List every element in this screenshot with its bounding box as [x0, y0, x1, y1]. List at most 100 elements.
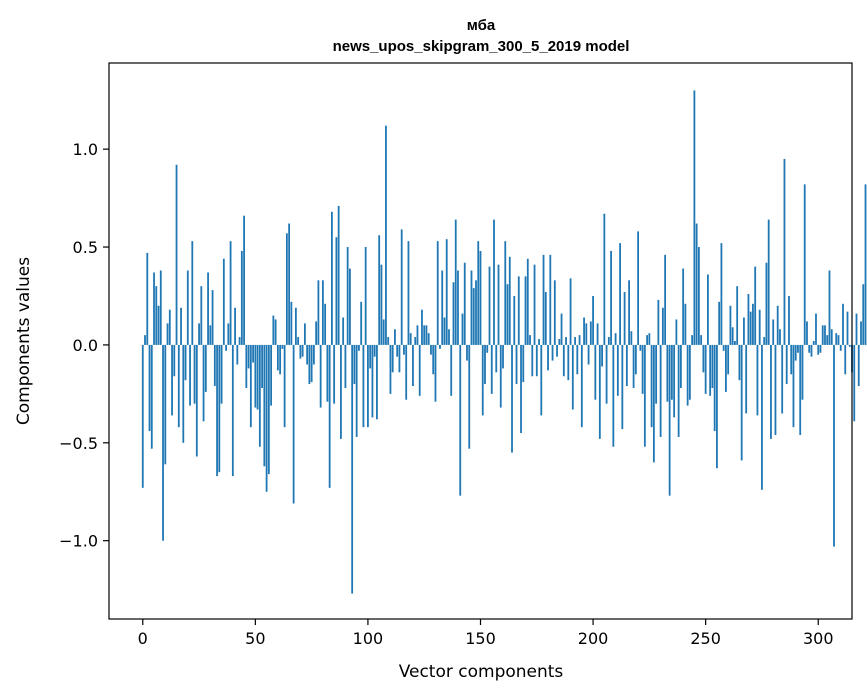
bar-189 [567, 344, 570, 381]
bar-104 [376, 344, 378, 420]
bar-314 [848, 344, 851, 347]
bar-221 [639, 344, 642, 351]
bar-191 [571, 344, 574, 410]
bar-49 [252, 344, 254, 363]
bar-243 [688, 344, 691, 400]
bar-283 [779, 329, 781, 345]
bar-226 [650, 344, 653, 428]
bar-107 [382, 319, 385, 345]
bar-106 [380, 264, 383, 345]
bar-288 [790, 344, 793, 375]
bar-127 [427, 333, 430, 345]
bar-272 [754, 266, 757, 345]
bar-146 [470, 270, 473, 345]
bar-200 [592, 295, 594, 345]
y-tick-label: 0.0 [73, 336, 98, 355]
bar-30 [209, 325, 212, 345]
bar-223 [643, 344, 646, 447]
bar-93 [351, 344, 354, 594]
bar-88 [340, 344, 342, 439]
bar-7 [157, 305, 160, 345]
bar-120 [412, 344, 414, 387]
bar-73 [306, 344, 309, 365]
bar-242 [686, 344, 689, 406]
bar-188 [565, 337, 567, 345]
bar-198 [587, 344, 590, 365]
bar-197 [585, 323, 588, 345]
bar-13 [171, 344, 173, 416]
bar-128 [430, 344, 432, 355]
bar-228 [655, 344, 658, 404]
bar-299 [815, 313, 817, 345]
bar-212 [619, 243, 621, 345]
bar-231 [661, 307, 664, 345]
bar-295 [806, 321, 808, 345]
bar-232 [664, 254, 667, 345]
bar-227 [652, 344, 655, 463]
bar-140 [457, 270, 459, 345]
bar-186 [560, 313, 563, 345]
bar-66 [290, 301, 293, 345]
bar-290 [794, 344, 797, 361]
bar-159 [499, 344, 502, 408]
bar-304 [826, 335, 829, 345]
bar-56 [267, 344, 270, 475]
bar-174 [533, 264, 536, 345]
bar-172 [529, 335, 531, 345]
bar-266 [740, 344, 743, 461]
bar-75 [310, 344, 313, 383]
bar-57 [270, 344, 273, 406]
bar-71 [301, 344, 304, 357]
bar-48 [249, 344, 252, 428]
bar-149 [477, 241, 480, 345]
bar-110 [389, 344, 392, 394]
bar-267 [743, 317, 745, 345]
bar-224 [646, 335, 649, 345]
bar-11 [166, 323, 169, 345]
bar-168 [520, 344, 522, 434]
bar-279 [770, 344, 772, 439]
bar-234 [668, 344, 671, 496]
bar-203 [598, 344, 601, 439]
bar-89 [342, 317, 345, 345]
bar-21 [189, 344, 191, 406]
bar-61 [279, 344, 282, 375]
bar-96 [358, 344, 360, 351]
x-tick-label: 50 [245, 629, 265, 648]
bar-39 [229, 241, 232, 345]
bar-8 [159, 270, 162, 345]
bar-98 [362, 344, 365, 428]
bar-18 [182, 344, 185, 443]
bar-196 [583, 317, 585, 345]
bar-40 [231, 344, 234, 477]
bar-5 [153, 272, 155, 345]
bar-41 [234, 307, 236, 345]
x-axis-ticks: 0 50 100 150 200 250 300 [138, 619, 834, 648]
bar-92 [349, 268, 351, 345]
bar-50 [254, 344, 257, 408]
bar-99 [364, 247, 367, 345]
bar-280 [772, 319, 775, 345]
bar-24 [195, 344, 198, 457]
bar-163 [508, 256, 511, 345]
bar-144 [466, 344, 468, 361]
bar-42 [236, 344, 239, 365]
bar-91 [346, 247, 349, 345]
bar-82 [326, 344, 329, 402]
bar-133 [441, 270, 444, 345]
bar-240 [682, 268, 685, 345]
bar-77 [315, 321, 318, 345]
bar-270 [749, 311, 752, 345]
y-tick-label: 1.0 [73, 140, 98, 159]
bar-67 [292, 344, 295, 504]
bar-308 [835, 333, 838, 345]
bar-0 [141, 344, 144, 488]
chart-title-line-2: news_upos_skipgram_300_5_2019 model [333, 38, 630, 55]
bar-154 [488, 266, 491, 345]
bar-58 [272, 315, 275, 345]
bar-210 [614, 333, 617, 345]
bar-218 [632, 344, 635, 388]
bar-136 [448, 329, 450, 345]
y-tick-label: −1.0 [59, 532, 98, 551]
